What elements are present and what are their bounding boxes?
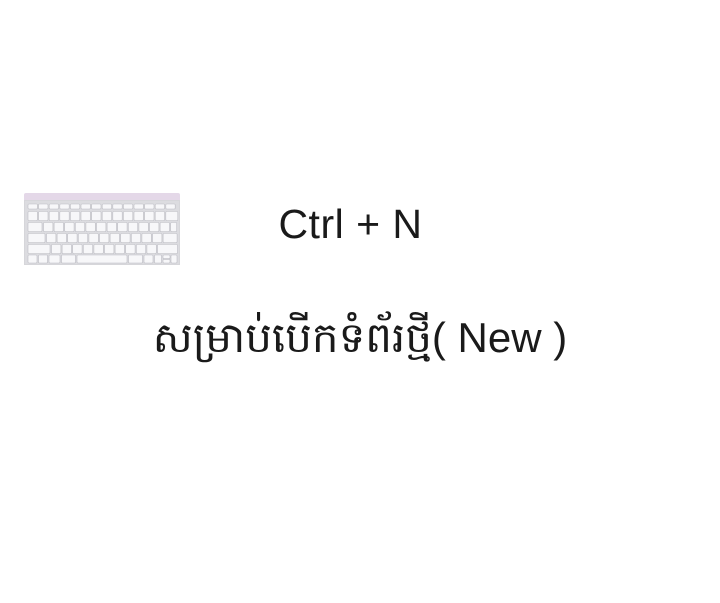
- shortcut-caption: សម្រាប់បើកទំព័រថ្មី( New ): [100, 298, 620, 378]
- caption-khmer: សម្រាប់បើកទំព័រថ្មី: [152, 314, 432, 361]
- keyboard-icon: [24, 193, 180, 265]
- caption-english: ( New ): [431, 314, 568, 361]
- shortcut-keys: Ctrl + N: [278, 201, 423, 247]
